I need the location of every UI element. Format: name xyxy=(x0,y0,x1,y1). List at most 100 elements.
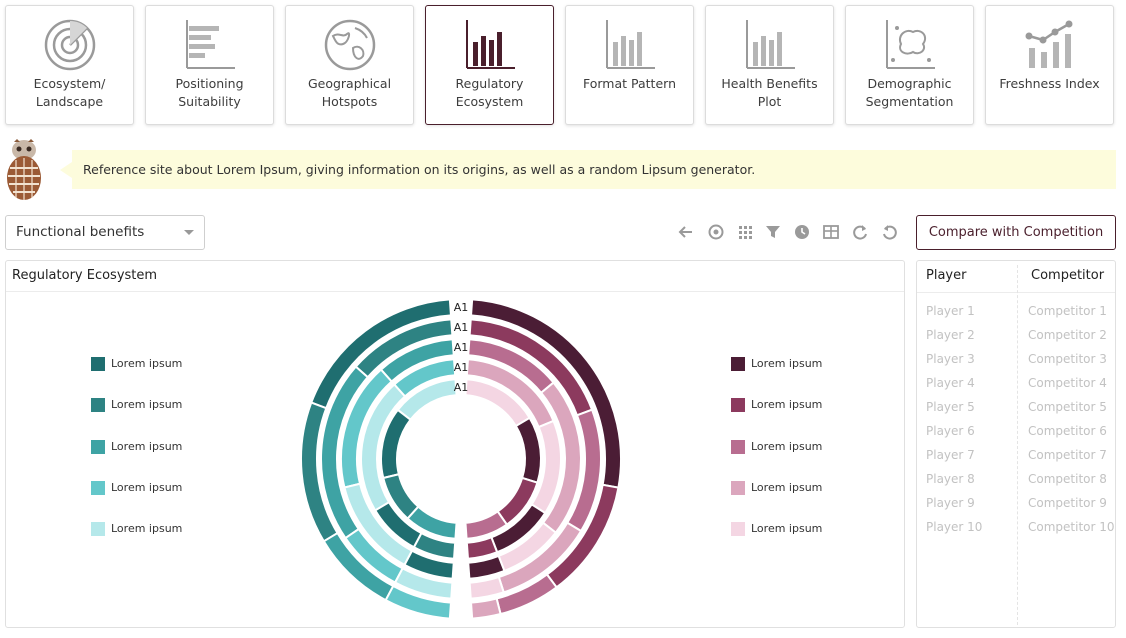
undo-icon[interactable] xyxy=(881,223,899,241)
donut-segment-left[interactable] xyxy=(384,584,453,620)
donut-segment-right[interactable] xyxy=(469,597,502,620)
donut-ring-chart: A1 A1 A1 A1 A1 xyxy=(300,298,622,620)
competitor-cell[interactable]: Competitor 1 xyxy=(1028,304,1107,318)
filter-icon[interactable] xyxy=(764,223,782,241)
competitor-cell[interactable]: Competitor 10 xyxy=(1028,520,1115,534)
legend-swatch xyxy=(731,357,745,371)
legend-label: Lorem ipsum xyxy=(751,522,823,535)
player-cell[interactable]: Player 2 xyxy=(926,328,975,342)
back-arrow-icon[interactable] xyxy=(677,223,695,241)
donut-segment-right[interactable] xyxy=(468,575,505,600)
globe-icon xyxy=(324,19,376,71)
player-cell[interactable]: Player 10 xyxy=(926,520,983,534)
player-cell[interactable]: Player 9 xyxy=(926,496,975,510)
banner-text: Reference site about Lorem Ipsum, giving… xyxy=(83,162,756,177)
tile-label: Demographic Segmentation xyxy=(865,76,954,109)
legend-swatch xyxy=(731,481,745,495)
donut-segment-left[interactable] xyxy=(412,531,457,560)
donut-segment-right[interactable] xyxy=(464,510,509,540)
pinecone-mascot-icon xyxy=(7,139,41,200)
tile-format-pattern[interactable]: Format Pattern xyxy=(565,5,694,125)
legend-swatch xyxy=(91,522,105,536)
player-competitor-table: Player Competitor Player 1 Competitor 1 Pl… xyxy=(916,260,1116,628)
donut-segment-left[interactable] xyxy=(403,549,455,580)
player-cell[interactable]: Player 8 xyxy=(926,472,975,486)
selected-value: Functional benefits xyxy=(16,224,145,240)
bar-chart-icon xyxy=(466,20,515,69)
player-column-header: Player xyxy=(926,268,967,283)
competitor-cell[interactable]: Competitor 5 xyxy=(1028,400,1107,414)
analysis-tiles: Ecosystem/ Landscape Positioning Suitabi… xyxy=(5,5,1115,125)
info-banner: Reference site about Lorem Ipsum, giving… xyxy=(60,150,1116,189)
legend-swatch xyxy=(731,440,745,454)
player-cell[interactable]: Player 3 xyxy=(926,352,975,366)
chart-toolbar xyxy=(677,223,902,241)
competitor-cell[interactable]: Competitor 2 xyxy=(1028,328,1107,342)
tile-label: Ecosystem/ Landscape xyxy=(33,76,106,109)
tile-demographic-segmentation[interactable]: Demographic Segmentation xyxy=(845,5,974,125)
tile-ecosystem-landscape[interactable]: Ecosystem/ Landscape xyxy=(5,5,134,125)
tile-label: Geographical Hotspots xyxy=(307,76,392,109)
tile-label: Health Benefits Plot xyxy=(721,76,818,109)
tile-positioning-suitability[interactable]: Positioning Suitability xyxy=(145,5,274,125)
competitor-column-header: Competitor xyxy=(1031,268,1105,283)
competitor-cell[interactable]: Competitor 7 xyxy=(1028,448,1107,462)
tile-regulatory-ecosystem[interactable]: Regulatory Ecosystem xyxy=(425,5,554,125)
compare-with-competition-button[interactable]: Compare with Competition xyxy=(916,215,1116,250)
legend-label: Lorem ipsum xyxy=(111,522,183,535)
ring-label: A1 xyxy=(454,321,469,334)
line-bar-chart-icon xyxy=(1025,20,1073,68)
scatter-brain-icon xyxy=(886,20,935,69)
redo-icon[interactable] xyxy=(851,223,869,241)
legend-swatch xyxy=(91,481,105,495)
table-icon[interactable] xyxy=(822,223,840,241)
legend-label: Lorem ipsum xyxy=(111,440,183,453)
player-cell[interactable]: Player 7 xyxy=(926,448,975,462)
benefit-filter-select[interactable]: Functional benefits xyxy=(5,215,205,250)
grid-icon[interactable] xyxy=(736,223,754,241)
donut-segment-right[interactable] xyxy=(467,554,506,580)
tile-geographical-hotspots[interactable]: Geographical Hotspots xyxy=(285,5,414,125)
chevron-down-icon xyxy=(184,230,194,235)
legend-label: Lorem ipsum xyxy=(111,481,183,494)
regulatory-ecosystem-panel: Regulatory Ecosystem A1 A1 A1 A1 A1 Lorem ip… xyxy=(5,260,905,628)
tile-label: Freshness Index xyxy=(999,76,1100,91)
competitor-cell[interactable]: Competitor 4 xyxy=(1028,376,1107,390)
bar-chart-icon xyxy=(746,20,795,69)
horizontal-bar-chart-icon xyxy=(186,20,235,69)
radar-icon xyxy=(44,19,96,71)
competitor-cell[interactable]: Competitor 6 xyxy=(1028,424,1107,438)
competitor-cell[interactable]: Competitor 8 xyxy=(1028,472,1107,486)
column-divider xyxy=(1017,265,1018,625)
competitor-cell[interactable]: Competitor 3 xyxy=(1028,352,1107,366)
player-cell[interactable]: Player 4 xyxy=(926,376,975,390)
tile-label: Regulatory Ecosystem xyxy=(455,76,524,109)
player-cell[interactable]: Player 5 xyxy=(926,400,975,414)
clock-icon[interactable] xyxy=(793,223,811,241)
panel-title: Regulatory Ecosystem xyxy=(6,261,904,292)
legend-swatch xyxy=(731,398,745,412)
donut-segment-right[interactable] xyxy=(514,416,542,484)
tile-label: Positioning Suitability xyxy=(175,76,244,109)
competitor-cell[interactable]: Competitor 9 xyxy=(1028,496,1107,510)
tile-health-benefits-plot[interactable]: Health Benefits Plot xyxy=(705,5,834,125)
legend-label: Lorem ipsum xyxy=(751,357,823,370)
ring-label: A1 xyxy=(454,301,469,314)
legend-label: Lorem ipsum xyxy=(751,481,823,494)
legend-swatch xyxy=(91,357,105,371)
player-cell[interactable]: Player 6 xyxy=(926,424,975,438)
legend-swatch xyxy=(91,398,105,412)
bar-chart-icon xyxy=(606,20,655,69)
player-cell[interactable]: Player 1 xyxy=(926,304,975,318)
tile-freshness-index[interactable]: Freshness Index xyxy=(985,5,1114,125)
ring-label: A1 xyxy=(454,381,469,394)
donut-segment-left[interactable] xyxy=(406,505,458,540)
legend-label: Lorem ipsum xyxy=(751,398,823,411)
tile-label: Format Pattern xyxy=(583,76,676,91)
legend-label: Lorem ipsum xyxy=(111,357,183,370)
donut-segment-left[interactable] xyxy=(393,567,454,600)
legend-swatch xyxy=(91,440,105,454)
target-icon[interactable] xyxy=(707,223,725,241)
donut-segment-right[interactable] xyxy=(465,536,499,560)
legend-label: Lorem ipsum xyxy=(751,440,823,453)
